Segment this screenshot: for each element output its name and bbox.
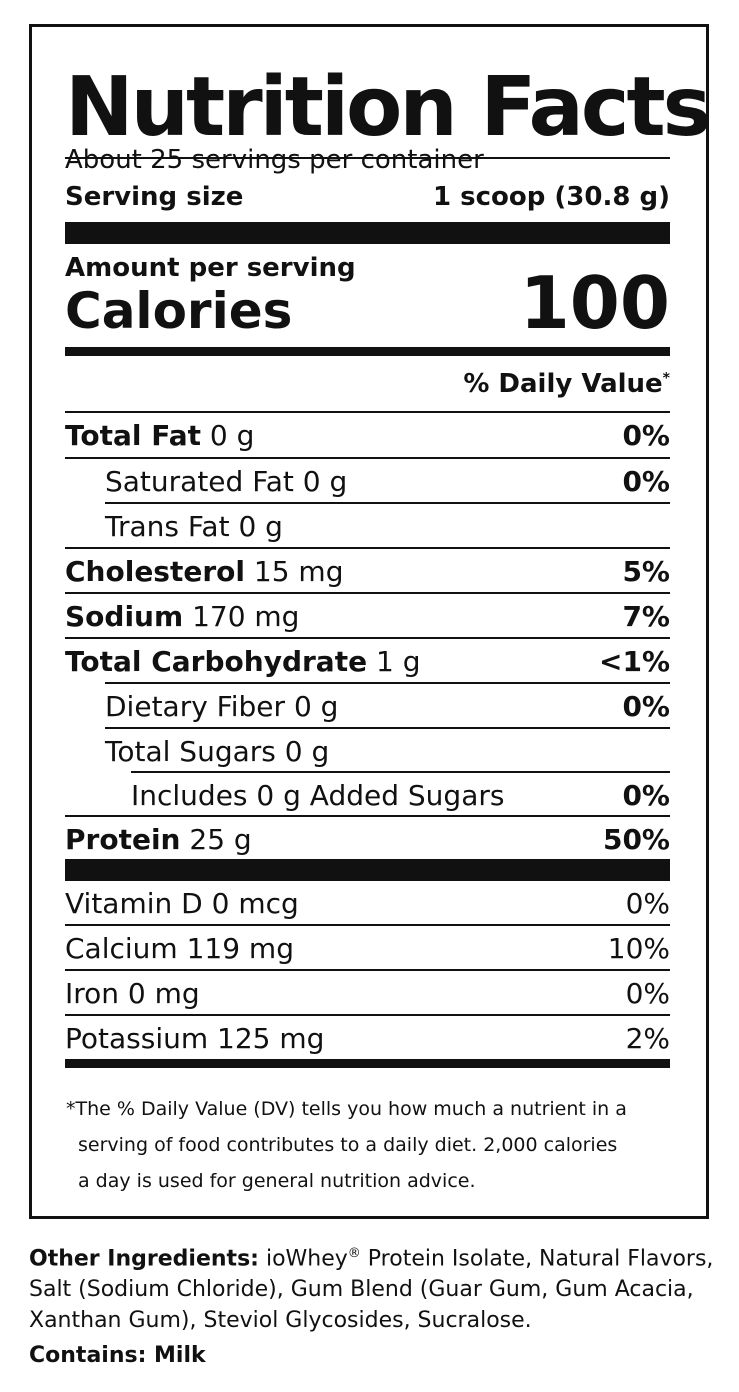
daily-value-footnote: *The % Daily Value (DV) tells you how mu… bbox=[66, 1091, 686, 1199]
row-divider bbox=[65, 592, 670, 594]
nutrient-name: Protein bbox=[65, 822, 181, 856]
nutrient-row-trans-fat: Trans Fat 0 g bbox=[65, 504, 670, 548]
nutrient-amount: 0 g bbox=[209, 418, 255, 452]
serving-size-label: Serving size bbox=[65, 182, 244, 212]
servings-per-container: About 25 servings per container bbox=[65, 145, 484, 175]
daily-value-mark: * bbox=[662, 370, 670, 387]
row-divider bbox=[65, 969, 670, 971]
nutrient-dv: 5% bbox=[622, 554, 670, 588]
nutrition-facts-panel: Nutrition Facts About 25 servings per co… bbox=[29, 24, 711, 1219]
nutrient-dv: 50% bbox=[602, 822, 670, 856]
calories-divider bbox=[65, 347, 670, 356]
vitamin-name: Calcium 119 mg bbox=[65, 931, 294, 965]
other-ingredients-text-1: ioWhey bbox=[258, 1246, 348, 1272]
vitamin-row-iron: Iron 0 mg 0% bbox=[65, 971, 670, 1015]
thick-divider bbox=[65, 222, 670, 244]
vitamin-row-vitamin-d: Vitamin D 0 mcg 0% bbox=[65, 881, 670, 925]
footnote-line-1: *The % Daily Value (DV) tells you how mu… bbox=[66, 1098, 627, 1120]
nutrient-amount: 15 mg bbox=[253, 554, 344, 588]
other-ingredients: Other Ingredients: ioWhey® Protein Isola… bbox=[29, 1238, 729, 1336]
vitamin-dv: 2% bbox=[625, 1021, 670, 1055]
nutrient-row-sodium: Sodium 170 mg 7% bbox=[65, 594, 670, 638]
vitamin-row-potassium: Potassium 125 mg 2% bbox=[65, 1016, 670, 1060]
nutrient-dv: <1% bbox=[599, 644, 670, 678]
calories-label: Calories bbox=[65, 282, 293, 340]
nutrient-row-total-sugars: Total Sugars 0 g bbox=[65, 729, 670, 773]
daily-value-header: % Daily Value* bbox=[463, 369, 670, 399]
nutrient-dv: 0% bbox=[622, 778, 670, 812]
row-divider bbox=[65, 547, 670, 549]
vitamin-name: Iron 0 mg bbox=[65, 976, 200, 1010]
bottom-divider bbox=[65, 1059, 670, 1068]
nutrient-row-cholesterol: Cholesterol 15 mg 5% bbox=[65, 549, 670, 593]
row-divider bbox=[65, 637, 670, 639]
nutrient-dv: 7% bbox=[622, 599, 670, 633]
thick-divider bbox=[65, 859, 670, 881]
nutrient-row-saturated-fat: Saturated Fat 0 g 0% bbox=[65, 459, 670, 503]
nutrient-dv: 0% bbox=[622, 418, 670, 452]
vitamin-name: Vitamin D 0 mcg bbox=[65, 886, 299, 920]
other-ingredients-label: Other Ingredients: bbox=[29, 1246, 259, 1272]
nutrient-name: Total Sugars 0 g bbox=[105, 734, 330, 768]
footnote-line-3: a day is used for general nutrition advi… bbox=[78, 1170, 476, 1192]
nutrient-dv: 0% bbox=[622, 689, 670, 723]
vitamin-name: Potassium 125 mg bbox=[65, 1021, 325, 1055]
serving-size-row: Serving size 1 scoop (30.8 g) bbox=[65, 182, 670, 212]
registered-mark: ® bbox=[347, 1246, 361, 1261]
dv-header-divider bbox=[65, 411, 670, 413]
footnote-line-2: serving of food contributes to a daily d… bbox=[78, 1134, 618, 1156]
nutrient-row-dietary-fiber: Dietary Fiber 0 g 0% bbox=[65, 684, 670, 728]
vitamin-dv: 0% bbox=[625, 886, 670, 920]
nutrient-name: Saturated Fat 0 g bbox=[105, 464, 348, 498]
vitamin-dv: 0% bbox=[625, 976, 670, 1010]
row-divider bbox=[65, 815, 670, 817]
nutrient-row-added-sugars: Includes 0 g Added Sugars 0% bbox=[65, 773, 670, 817]
other-ingredients-text-2: Protein Isolate, Natural Flavors, Salt (… bbox=[29, 1246, 714, 1334]
allergen-statement: Contains: Milk bbox=[29, 1343, 206, 1368]
serving-size-value: 1 scoop (30.8 g) bbox=[433, 182, 670, 212]
nutrient-name: Total Carbohydrate bbox=[65, 644, 368, 678]
nutrient-dv: 0% bbox=[622, 464, 670, 498]
nutrient-name: Sodium bbox=[65, 599, 184, 633]
title-divider bbox=[65, 157, 670, 159]
row-divider bbox=[105, 502, 670, 504]
nutrient-name: Total Fat bbox=[65, 418, 202, 452]
panel-title: Nutrition Facts bbox=[65, 60, 711, 155]
nutrient-row-total-fat: Total Fat 0 g 0% bbox=[65, 413, 670, 457]
vitamin-row-calcium: Calcium 119 mg 10% bbox=[65, 926, 670, 970]
calories-value: 100 bbox=[519, 261, 670, 345]
row-divider bbox=[65, 1014, 670, 1016]
row-divider bbox=[105, 682, 670, 684]
nutrient-name: Dietary Fiber 0 g bbox=[105, 689, 339, 723]
row-divider bbox=[131, 771, 670, 773]
vitamin-dv: 10% bbox=[607, 931, 670, 965]
nutrient-amount: 25 g bbox=[189, 822, 252, 856]
nutrient-name: Trans Fat 0 g bbox=[105, 509, 283, 543]
row-divider bbox=[105, 727, 670, 729]
nutrient-amount: 170 mg bbox=[192, 599, 300, 633]
amount-per-serving: Amount per serving bbox=[65, 253, 356, 283]
nutrient-row-protein: Protein 25 g 50% bbox=[65, 817, 670, 861]
nutrient-name: Includes 0 g Added Sugars bbox=[131, 778, 505, 812]
nutrient-name: Cholesterol bbox=[65, 554, 245, 588]
nutrient-row-total-carbohydrate: Total Carbohydrate 1 g <1% bbox=[65, 639, 670, 683]
daily-value-header-text: % Daily Value bbox=[463, 369, 663, 399]
row-divider bbox=[65, 457, 670, 459]
row-divider bbox=[65, 924, 670, 926]
nutrient-amount: 1 g bbox=[376, 644, 421, 678]
